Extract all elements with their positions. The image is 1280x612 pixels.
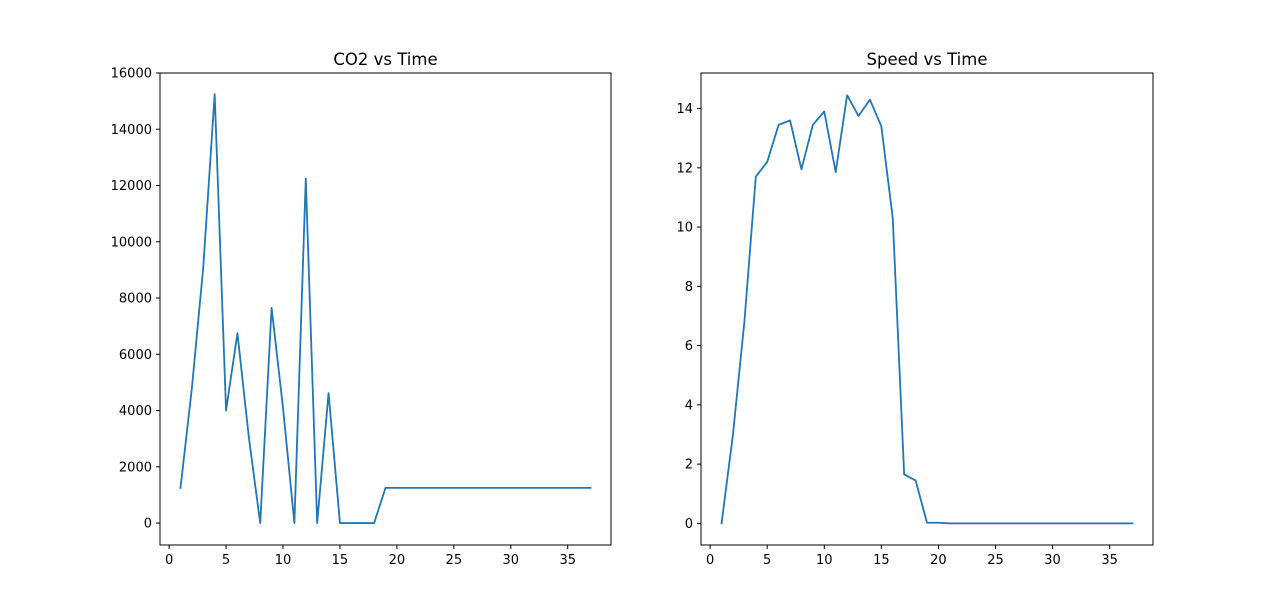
x-tick-label: 30 <box>1044 553 1061 568</box>
x-tick-label: 20 <box>389 553 406 568</box>
y-tick-label: 10000 <box>111 235 152 250</box>
y-tick-label: 2 <box>685 458 693 473</box>
x-tick-label: 0 <box>165 553 173 568</box>
x-tick-label: 35 <box>1101 553 1118 568</box>
chart-title: CO2 vs Time <box>333 50 437 69</box>
plot-frame <box>159 72 612 546</box>
y-tick-label: 8000 <box>119 292 152 307</box>
y-tick-label: 12000 <box>111 179 152 194</box>
x-tick-label: 5 <box>763 553 771 568</box>
y-tick-label: 0 <box>685 517 693 532</box>
subplot-speed: Speed vs Time 0 5 10 15 20 25 30 35 0 2 4 6 8 10 12 14 <box>676 50 1154 568</box>
x-tick-label: 10 <box>816 553 833 568</box>
x-tick-label: 5 <box>222 553 230 568</box>
y-tick-label: 12 <box>676 161 693 176</box>
y-tick-label: 16000 <box>111 67 152 82</box>
series-line <box>720 94 1134 525</box>
x-tick-label: 35 <box>559 553 576 568</box>
plot-frame <box>700 72 1154 546</box>
x-tick-label: 30 <box>503 553 520 568</box>
y-tick-label: 2000 <box>119 460 152 475</box>
x-tick-label: 20 <box>930 553 947 568</box>
y-tick-label: 14 <box>676 102 693 117</box>
x-tick-label: 25 <box>987 553 1004 568</box>
x-tick-label: 15 <box>332 553 349 568</box>
x-tick-label: 10 <box>275 553 292 568</box>
x-tick-label: 25 <box>446 553 463 568</box>
y-tick-label: 4000 <box>119 404 152 419</box>
y-tick-label: 4 <box>685 398 693 413</box>
subplot-co2: CO2 vs Time 0 5 10 15 20 25 30 35 0 2000 4000 6000 8… <box>111 50 612 568</box>
y-tick-label: 6 <box>685 339 693 354</box>
x-tick-label: 0 <box>706 553 714 568</box>
x-tick-label: 15 <box>873 553 890 568</box>
series-line <box>179 93 592 524</box>
y-tick-label: 6000 <box>119 348 152 363</box>
y-tick-label: 8 <box>685 280 693 295</box>
y-tick-label: 0 <box>144 517 152 532</box>
y-tick-label: 10 <box>676 221 693 236</box>
y-tick-label: 14000 <box>111 123 152 138</box>
chart-title: Speed vs Time <box>867 50 988 69</box>
